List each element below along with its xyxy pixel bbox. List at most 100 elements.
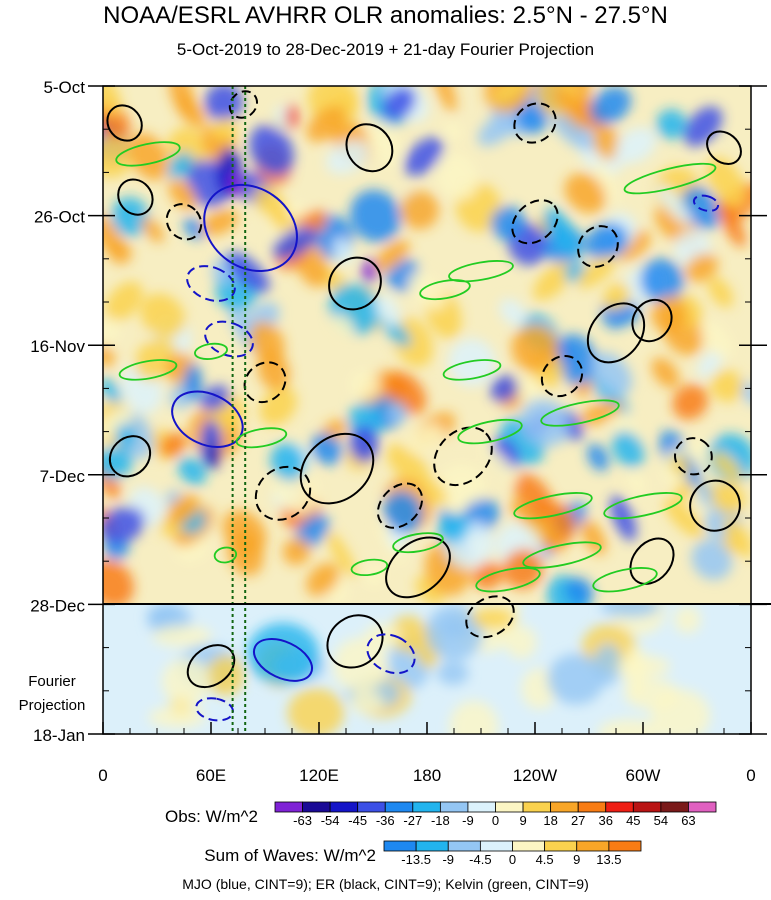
obs-colorbar-level-1: -54	[321, 813, 340, 828]
waves-colorbar-level-3: 0	[509, 852, 516, 867]
obs-colorbar-swatch-0	[274, 801, 303, 813]
waves-colorbar-swatch-3	[479, 840, 513, 852]
obs-colorbar-swatch-10	[550, 801, 579, 813]
obs-colorbar-swatch-2	[329, 801, 359, 813]
er-contour-13	[706, 130, 742, 165]
er-contour-24	[513, 102, 557, 144]
mjo-contour-5	[195, 697, 234, 722]
obs-colorbar-level-8: 9	[519, 813, 526, 828]
kelvin-contour-6	[442, 359, 502, 381]
obs-colorbar-level-12: 45	[626, 813, 640, 828]
kelvin-contour-13	[522, 541, 602, 569]
kelvin-contour-10	[513, 492, 593, 520]
kelvin-contour-3	[419, 279, 471, 301]
obs-colorbar-level-3: -36	[376, 813, 395, 828]
obs-colorbar-level-13: 54	[654, 813, 668, 828]
er-contour-2	[345, 123, 394, 173]
obs-colorbar-level-9: 18	[543, 813, 557, 828]
mjo-contour-0	[203, 183, 298, 273]
waves-colorbar-label: Sum of Waves: W/m^2	[204, 846, 376, 865]
obs-colorbar-label: Obs: W/m^2	[165, 807, 258, 826]
y-tick-label-2: 16-Nov	[30, 337, 85, 356]
kelvin-contour-11	[603, 492, 683, 520]
x-tick-label-3: 180	[413, 766, 441, 785]
obs-colorbar-swatch-15	[688, 801, 717, 813]
mjo-contour-6	[366, 633, 416, 675]
er-contour-14	[165, 203, 203, 241]
waves-colorbar-swatch-1	[415, 840, 449, 852]
y-tick-label-1: 26-Oct	[34, 208, 85, 227]
waves-colorbar-level-1: -9	[442, 852, 454, 867]
chart-subtitle: 5-Oct-2019 to 28-Dec-2019 + 21-day Fouri…	[176, 40, 595, 59]
obs-colorbar-swatch-4	[384, 801, 414, 813]
obs-colorbar-swatch-13	[632, 801, 662, 813]
waves-colorbar-level-0: -13.5	[401, 852, 431, 867]
kelvin-contour-16	[213, 546, 238, 564]
obs-colorbar-swatch-1	[302, 801, 331, 813]
kelvin-contour-17	[350, 558, 389, 577]
er-contour-18	[376, 482, 424, 529]
obs-colorbar-swatch-12	[605, 801, 634, 813]
obs-colorbar-swatch-11	[577, 801, 607, 813]
obs-colorbar-swatch-14	[660, 801, 689, 813]
obs-colorbar-level-7: 0	[492, 813, 499, 828]
er-contour-16	[254, 465, 312, 521]
waves-colorbar-swatch-6	[576, 840, 610, 852]
kelvin-contour-4	[194, 342, 228, 360]
chart-title: NOAA/ESRL AVHRR OLR anomalies: 2.5°N - 2…	[103, 2, 668, 29]
er-contour-10	[631, 298, 673, 343]
kelvin-contour-5	[118, 359, 178, 381]
projection-label-line1: Fourier	[28, 673, 76, 690]
x-tick-label-5: 60W	[626, 766, 661, 785]
er-contour-15	[243, 361, 287, 404]
er-contour-12	[629, 537, 675, 585]
waves-colorbar-swatch-0	[383, 840, 417, 852]
kelvin-contour-8	[457, 418, 523, 445]
obs-colorbar-level-10: 27	[571, 813, 585, 828]
er-contour-6	[108, 435, 152, 478]
er-contour-0	[106, 104, 143, 142]
kelvin-contour-9	[235, 427, 288, 449]
mjo-contour-3	[186, 265, 236, 302]
er-contour-1	[117, 178, 154, 216]
er-contour-23	[674, 437, 713, 476]
obs-colorbar-swatch-6	[439, 801, 469, 813]
kelvin-contour-12	[392, 532, 444, 554]
obs-colorbar-level-5: -18	[431, 813, 450, 828]
obs-colorbar-level-4: -27	[403, 813, 422, 828]
obs-colorbar-swatch-7	[467, 801, 496, 813]
waves-colorbar-swatch-4	[512, 840, 546, 852]
x-tick-label-6: 0	[746, 766, 755, 785]
er-contour-20	[511, 199, 559, 245]
kelvin-contour-2	[448, 260, 514, 283]
obs-colorbar-level-2: -45	[348, 813, 367, 828]
er-contour-25	[228, 90, 258, 119]
waves-colorbar-level-5: 9	[573, 852, 580, 867]
obs-colorbar-level-0: -63	[293, 813, 312, 828]
x-tick-label-0: 0	[98, 766, 107, 785]
mjo-contour-7	[692, 194, 720, 212]
contours-legend: MJO (blue, CINT=9); ER (black, CINT=9); …	[182, 876, 589, 892]
er-contour-11	[689, 479, 741, 532]
obs-colorbar-level-11: 36	[599, 813, 613, 828]
projection-anomaly-texture	[146, 604, 711, 734]
er-contour-4	[299, 432, 375, 505]
waves-colorbar-swatch-7	[608, 840, 642, 852]
kelvin-contour-14	[592, 567, 658, 593]
y-tick-label-4: 28-Dec	[30, 596, 85, 615]
waves-colorbar-level-2: -4.5	[469, 852, 491, 867]
projection-label-line2: Projection	[19, 697, 86, 714]
obs-colorbar-swatch-9	[522, 801, 552, 813]
obs-colorbar-level-6: -9	[462, 813, 474, 828]
mjo-contour-2	[253, 638, 313, 682]
waves-colorbar-level-6: 13.5	[596, 852, 621, 867]
obs-colorbar-swatch-8	[495, 801, 524, 813]
er-contour-5	[385, 536, 451, 599]
x-tick-label-4: 120W	[513, 766, 557, 785]
kelvin-contour-7	[540, 399, 620, 427]
er-contour-9	[586, 302, 646, 364]
obs-colorbar-level-14: 63	[681, 813, 695, 828]
y-tick-label-0: 5-Oct	[43, 78, 85, 97]
waves-colorbar-swatch-2	[447, 840, 481, 852]
